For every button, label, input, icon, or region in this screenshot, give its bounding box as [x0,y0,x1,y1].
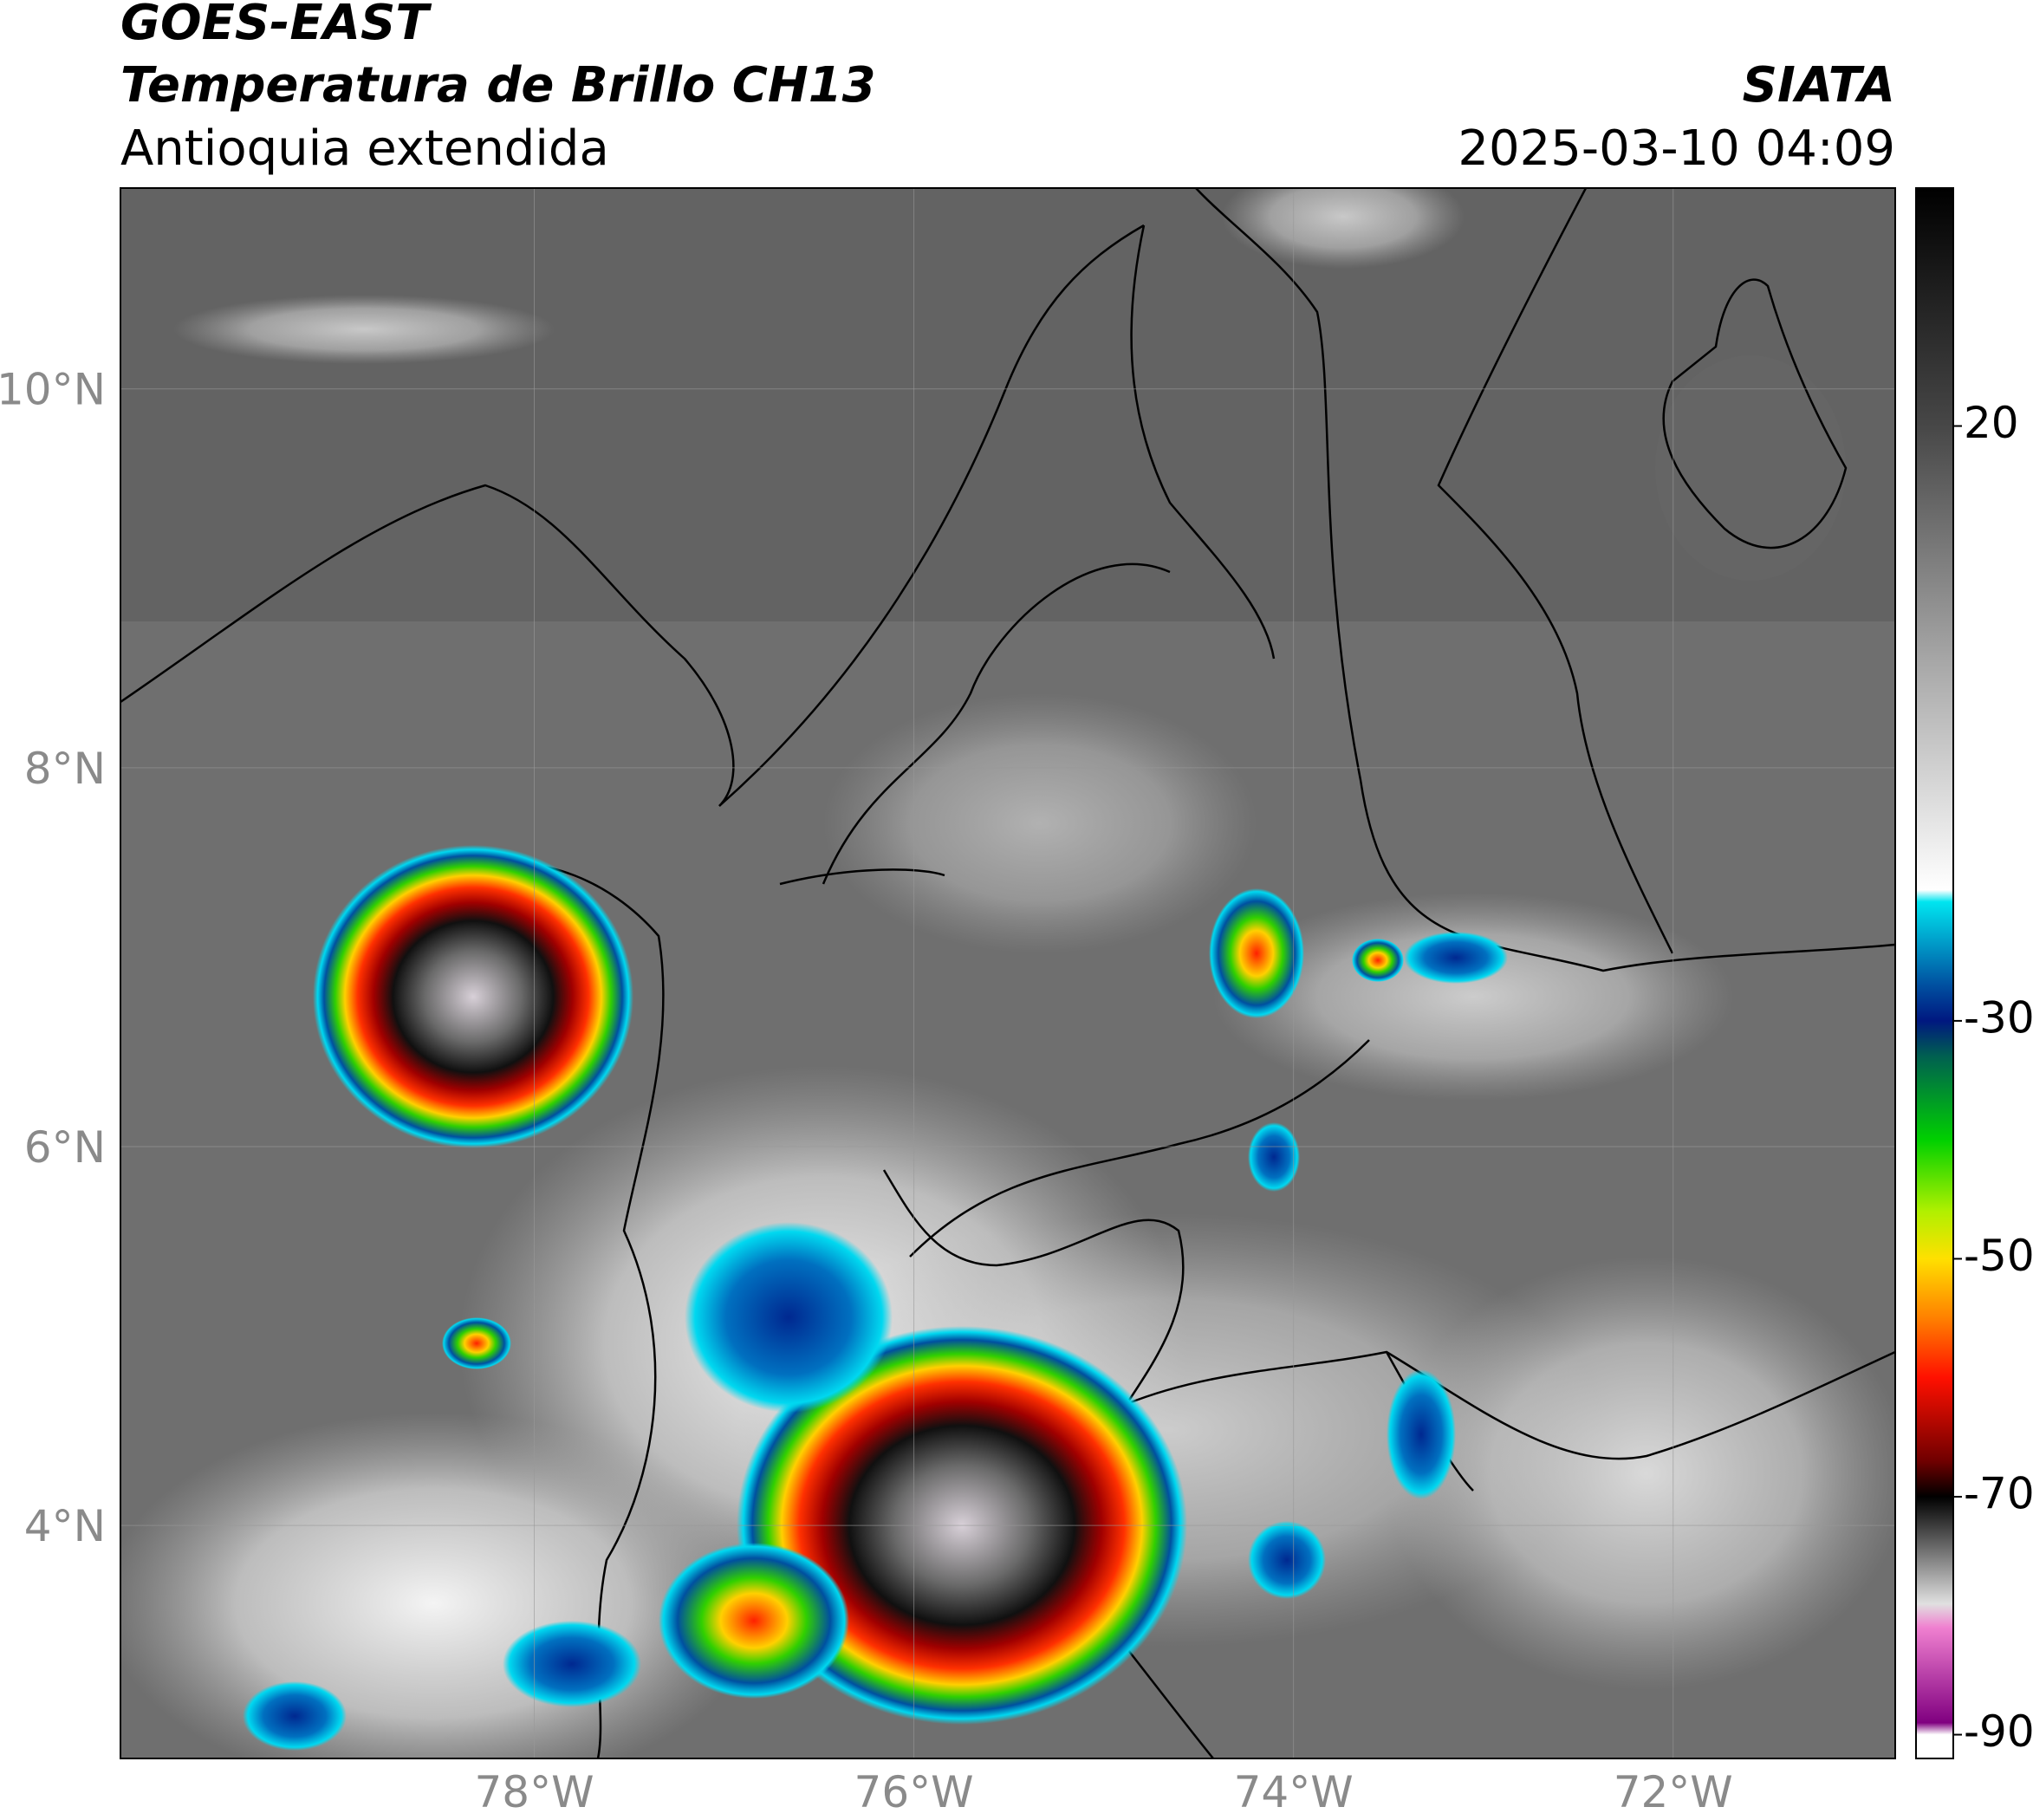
x-tick-label: 72°W [1614,1767,1733,1817]
lake [1655,355,1846,581]
colorbar-tick-label: -30 [1964,992,2033,1043]
map-frame [120,187,1896,1759]
convective-cell [503,1621,641,1707]
map-image [120,188,1895,1758]
subtitle: Temperatura de Brillo CH13 [120,57,876,114]
x-tick-label: 78°W [474,1767,594,1817]
y-tick-label: 8°N [24,744,106,794]
x-tick-label: 74°W [1234,1767,1354,1817]
convective-cell [243,1681,347,1751]
convective-cell [1248,1122,1300,1192]
datetime: 2025-03-10 04:09 [1458,120,1895,177]
cloud [1213,893,1733,1101]
convective-cell [1248,1521,1326,1599]
grid [120,188,1895,1758]
convective-cell [659,1543,849,1699]
colorbar [1915,187,1954,1759]
title: GOES-EAST [120,0,432,51]
y-tick-label: 6°N [24,1122,106,1173]
colorbar-tick-label: 20 [1964,398,2019,448]
convective-cell [1352,939,1404,982]
x-tick-label: 76°W [854,1767,974,1817]
cloud [823,693,1257,953]
convective-cell [685,1222,893,1413]
cloud [173,295,555,364]
convective-cell [1209,888,1304,1018]
colorbar-tick-label: -70 [1964,1469,2033,1519]
region: Antioquia extendida [120,120,609,177]
convective-cell [442,1317,511,1369]
source: SIATA [1743,57,1895,114]
y-tick-label: 4°N [24,1501,106,1551]
y-tick-label: 10°N [0,365,106,415]
convective-cell [1387,1369,1456,1499]
cloud [1222,188,1465,269]
convective-cell [1404,932,1508,984]
colorbar-tick-label: -90 [1964,1706,2033,1757]
cloud [1387,1257,1895,1690]
storm-cell [313,845,633,1148]
dark-region [120,188,1895,621]
colorbar-tick-label: -50 [1964,1231,2033,1281]
